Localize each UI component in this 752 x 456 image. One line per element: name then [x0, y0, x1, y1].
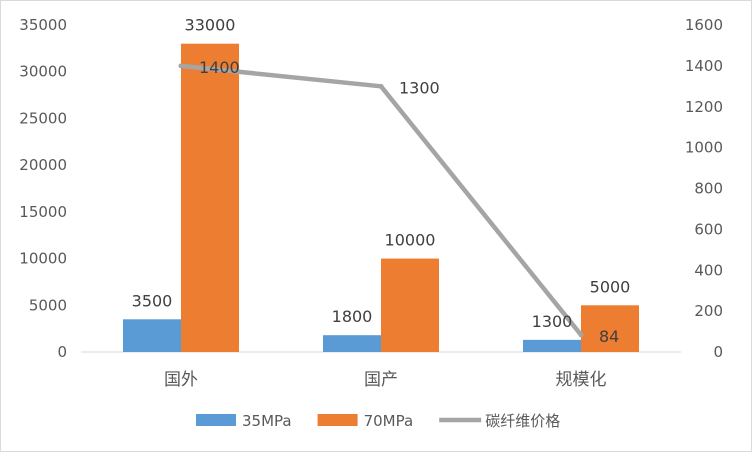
bar-35mpa — [523, 339, 581, 352]
category-label: 国外 — [164, 370, 198, 390]
legend-label: 70MPa — [364, 412, 414, 430]
category-label: 规模化 — [556, 370, 607, 390]
legend-label: 35MPa — [242, 412, 292, 430]
right-tick-label: 800 — [694, 180, 723, 198]
bar-70mpa — [581, 305, 639, 352]
bar-data-label: 3500 — [132, 291, 173, 310]
bar-data-label: 5000 — [590, 277, 631, 296]
line-data-label: 84 — [599, 327, 619, 346]
left-tick-label: 35000 — [19, 16, 67, 34]
right-axis: 0 200 400 600 800 1000 1200 1400 1600 — [685, 16, 723, 361]
bar-70mpa — [381, 258, 439, 352]
left-tick-label: 15000 — [19, 203, 67, 221]
left-tick-label: 0 — [57, 343, 67, 361]
category-label: 国产 — [364, 370, 398, 390]
line-point — [578, 332, 584, 338]
legend-label: 碳纤维价格 — [485, 412, 560, 430]
bar-35mpa — [123, 319, 181, 352]
bar-series — [123, 43, 639, 352]
bar-data-label: 1300 — [532, 312, 573, 331]
right-tick-label: 200 — [694, 302, 723, 320]
bar-35mpa — [323, 335, 381, 352]
line-data-label: 1300 — [399, 78, 440, 97]
line-data-label: 1400 — [199, 58, 240, 77]
left-tick-label: 20000 — [19, 156, 67, 174]
legend-swatch — [196, 414, 236, 426]
left-tick-label: 10000 — [19, 250, 67, 268]
line-series — [178, 63, 584, 338]
right-tick-label: 1600 — [685, 16, 723, 34]
right-tick-label: 1200 — [685, 98, 723, 116]
left-axis: 0 5000 10000 15000 20000 25000 30000 35000 — [19, 16, 67, 361]
line-point — [378, 83, 384, 89]
bar-data-label: 33000 — [185, 16, 236, 35]
bar-70mpa — [181, 43, 239, 352]
bar-data-label: 10000 — [385, 231, 436, 250]
right-tick-label: 1400 — [685, 57, 723, 75]
right-tick-label: 0 — [713, 343, 723, 361]
left-tick-label: 5000 — [29, 296, 67, 314]
line-point — [178, 63, 184, 69]
legend: 35MPa 70MPa 碳纤维价格 — [196, 412, 560, 430]
left-tick-label: 30000 — [19, 63, 67, 81]
bar-data-label: 1800 — [332, 307, 373, 326]
left-tick-label: 25000 — [19, 109, 67, 127]
category-axis: 国外 国产 规模化 — [164, 370, 607, 390]
data-labels: 3500 1800 1300 33000 10000 5000 1400 1300 84 — [132, 16, 631, 346]
right-tick-label: 400 — [694, 261, 723, 279]
right-tick-label: 600 — [694, 220, 723, 238]
legend-swatch — [317, 414, 358, 426]
right-tick-label: 1000 — [685, 139, 723, 157]
